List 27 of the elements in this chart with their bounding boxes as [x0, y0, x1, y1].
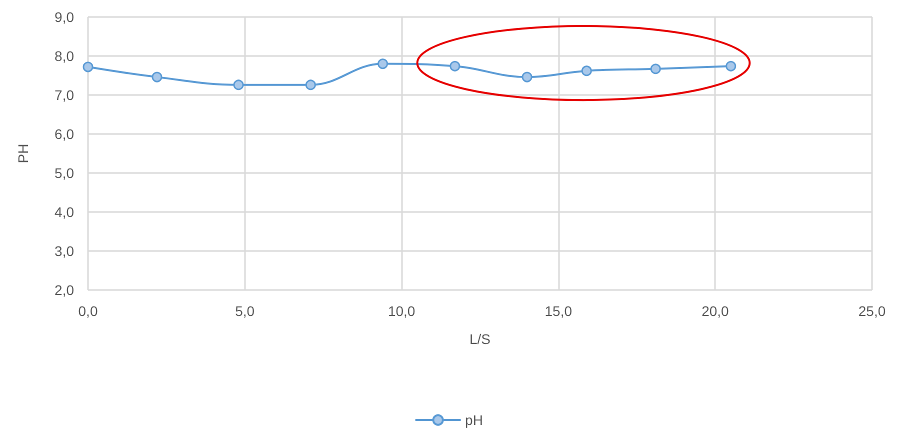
y-axis-title: PH	[15, 144, 31, 164]
point	[581, 66, 592, 76]
y-tick-label: 9,0	[54, 9, 74, 25]
y-tick-label: 8,0	[54, 48, 74, 64]
y-tick-label: 6,0	[54, 126, 74, 142]
x-axis-title: L/S	[469, 331, 491, 347]
point	[233, 80, 244, 90]
x-tick-label: 20,0	[702, 303, 730, 319]
y-tick-label: 3,0	[54, 243, 74, 259]
point	[450, 60, 460, 72]
point	[522, 72, 532, 82]
x-tick-label: 25,0	[858, 303, 886, 319]
point	[305, 80, 316, 90]
x-tick-label: 15,0	[544, 303, 572, 319]
legend-label: pH	[465, 412, 483, 428]
y-tick-label: 2,0	[54, 282, 74, 298]
point	[152, 72, 162, 82]
x-tick-label: 5,0	[235, 303, 255, 319]
point	[650, 64, 661, 74]
y-tick-label: 4,0	[54, 204, 74, 220]
point	[378, 58, 388, 70]
x-tick-label: 10,0	[388, 303, 416, 319]
x-tick-label: 0,0	[78, 303, 98, 319]
point	[82, 62, 94, 72]
point	[726, 60, 736, 72]
y-tick-label: 7,0	[54, 87, 74, 103]
y-tick-label: 5,0	[54, 165, 74, 181]
